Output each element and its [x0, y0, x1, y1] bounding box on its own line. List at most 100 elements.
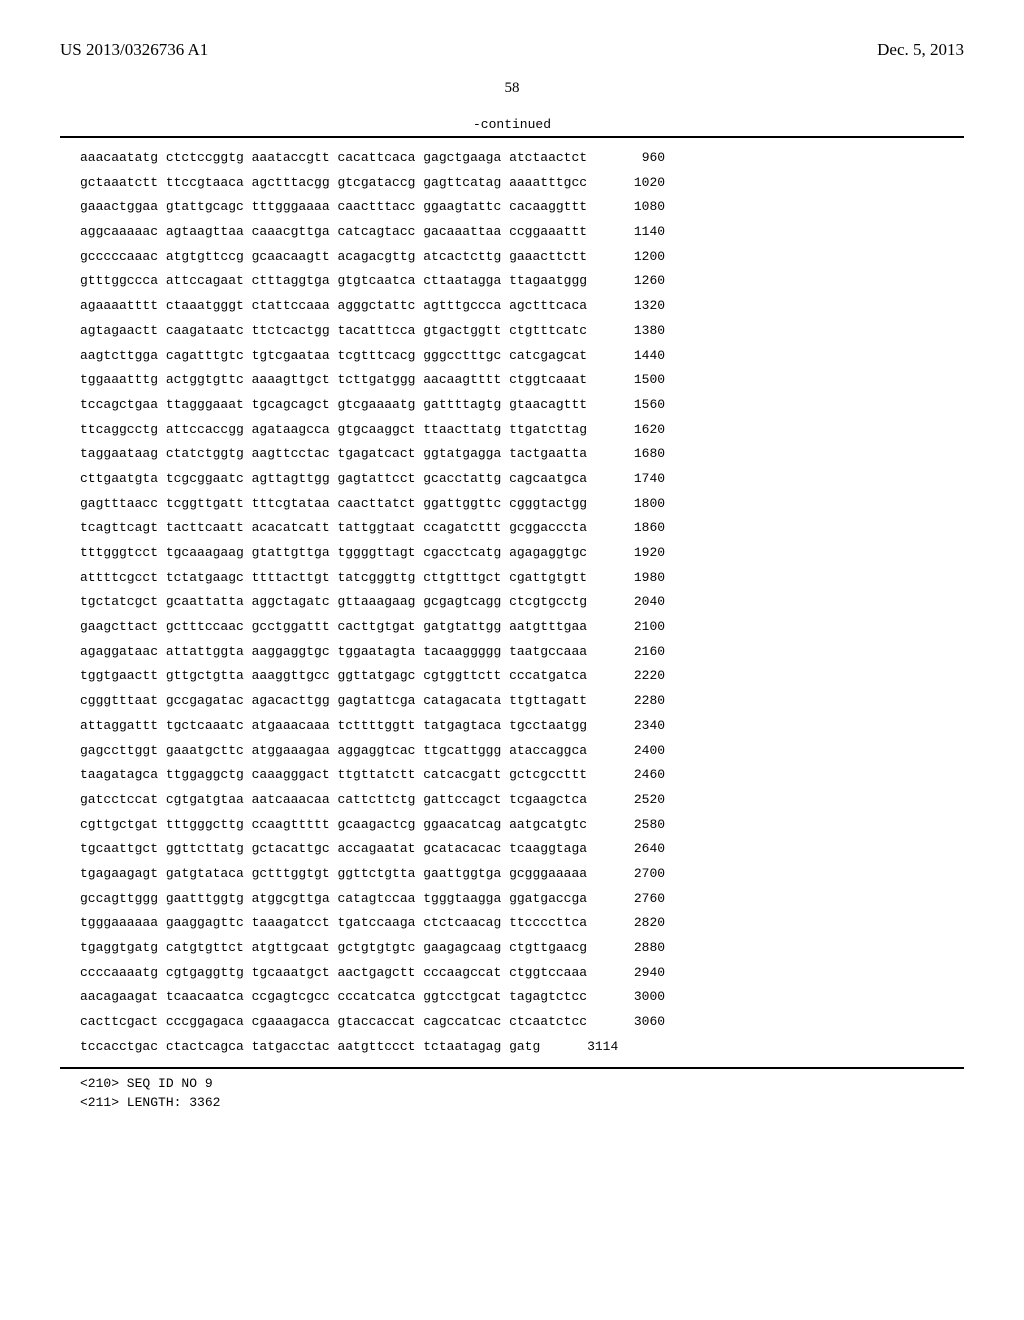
sequence-position: 960: [615, 146, 665, 171]
sequence-row: gccagttggg gaatttggtg atggcgttga catagtc…: [80, 887, 944, 912]
sequence-row: ttcaggcctg attccaccgg agataagcca gtgcaag…: [80, 418, 944, 443]
sequence-text: tgagaagagt gatgtataca gctttggtgt ggttctg…: [80, 862, 587, 887]
sequence-position: 1620: [615, 418, 665, 443]
sequence-text: gatcctccat cgtgatgtaa aatcaaacaa cattctt…: [80, 788, 587, 813]
sequence-position: 2640: [615, 837, 665, 862]
sequence-text: taggaataag ctatctggtg aagttcctac tgagatc…: [80, 442, 587, 467]
seq-meta-line: <211> LENGTH: 3362: [80, 1095, 220, 1110]
sequence-position: 1740: [615, 467, 665, 492]
sequence-text: tcagttcagt tacttcaatt acacatcatt tattggt…: [80, 516, 587, 541]
sequence-row: cttgaatgta tcgcggaatc agttagttgg gagtatt…: [80, 467, 944, 492]
sequence-text: agaggataac attattggta aaggaggtgc tggaata…: [80, 640, 587, 665]
sequence-row: tttgggtcct tgcaaagaag gtattgttga tggggtt…: [80, 541, 944, 566]
sequence-position: 2400: [615, 739, 665, 764]
sequence-row: aggcaaaaac agtaagttaa caaacgttga catcagt…: [80, 220, 944, 245]
sequence-row: taagatagca ttggaggctg caaagggact ttgttat…: [80, 763, 944, 788]
sequence-position: 1560: [615, 393, 665, 418]
sequence-position: 3114: [568, 1035, 618, 1060]
sequence-text: taagatagca ttggaggctg caaagggact ttgttat…: [80, 763, 587, 788]
sequence-text: gcccccaaac atgtgttccg gcaacaagtt acagacg…: [80, 245, 587, 270]
sequence-position: 1080: [615, 195, 665, 220]
sequence-row: aacagaagat tcaacaatca ccgagtcgcc cccatca…: [80, 985, 944, 1010]
sequence-row: aagtcttgga cagatttgtc tgtcgaataa tcgtttc…: [80, 344, 944, 369]
continued-label: -continued: [60, 117, 964, 132]
sequence-position: 3060: [615, 1010, 665, 1035]
sequence-row: tccacctgac ctactcagca tatgacctac aatgttc…: [80, 1035, 944, 1060]
sequence-position: 2700: [615, 862, 665, 887]
sequence-text: aacagaagat tcaacaatca ccgagtcgcc cccatca…: [80, 985, 587, 1010]
sequence-position: 2820: [615, 911, 665, 936]
sequence-position: 1140: [615, 220, 665, 245]
sequence-position: 1860: [615, 516, 665, 541]
page-number: 58: [60, 80, 964, 97]
sequence-row: cgttgctgat tttgggcttg ccaagttttt gcaagac…: [80, 813, 944, 838]
sequence-row: gagccttggt gaaatgcttc atggaaagaa aggaggt…: [80, 739, 944, 764]
sequence-text: gtttggccca attccagaat ctttaggtga gtgtcaa…: [80, 269, 587, 294]
sequence-row: tgggaaaaaa gaaggagttc taaagatcct tgatcca…: [80, 911, 944, 936]
sequence-text: cgttgctgat tttgggcttg ccaagttttt gcaagac…: [80, 813, 587, 838]
sequence-position: 2040: [615, 590, 665, 615]
sequence-rule-bottom: [60, 1067, 964, 1069]
sequence-position: 1200: [615, 245, 665, 270]
sequence-text: tttgggtcct tgcaaagaag gtattgttga tggggtt…: [80, 541, 587, 566]
sequence-position: 2760: [615, 887, 665, 912]
sequence-text: tccacctgac ctactcagca tatgacctac aatgttc…: [80, 1035, 540, 1060]
sequence-position: 1440: [615, 344, 665, 369]
sequence-position: 2340: [615, 714, 665, 739]
sequence-row: tcagttcagt tacttcaatt acacatcatt tattggt…: [80, 516, 944, 541]
sequence-text: gaaactggaa gtattgcagc tttgggaaaa caacttt…: [80, 195, 587, 220]
sequence-position: 2160: [615, 640, 665, 665]
sequence-text: aagtcttgga cagatttgtc tgtcgaataa tcgtttc…: [80, 344, 587, 369]
sequence-position: 3000: [615, 985, 665, 1010]
sequence-position: 1980: [615, 566, 665, 591]
sequence-row: gaaactggaa gtattgcagc tttgggaaaa caacttt…: [80, 195, 944, 220]
sequence-position: 1260: [615, 269, 665, 294]
sequence-text: aaacaatatg ctctccggtg aaataccgtt cacattc…: [80, 146, 587, 171]
sequence-text: gaagcttact gctttccaac gcctggattt cacttgt…: [80, 615, 587, 640]
sequence-row: tgcaattgct ggttcttatg gctacattgc accagaa…: [80, 837, 944, 862]
sequence-text: tggaaatttg actggtgttc aaaagttgct tcttgat…: [80, 368, 587, 393]
sequence-text: cttgaatgta tcgcggaatc agttagttgg gagtatt…: [80, 467, 587, 492]
sequence-position: 1320: [615, 294, 665, 319]
sequence-listing: aaacaatatg ctctccggtg aaataccgtt cacattc…: [80, 146, 944, 1059]
sequence-row: gtttggccca attccagaat ctttaggtga gtgtcaa…: [80, 269, 944, 294]
sequence-text: tccagctgaa ttagggaaat tgcagcagct gtcgaaa…: [80, 393, 587, 418]
sequence-row: attaggattt tgctcaaatc atgaaacaaa tcttttg…: [80, 714, 944, 739]
sequence-text: tggtgaactt gttgctgtta aaaggttgcc ggttatg…: [80, 664, 587, 689]
sequence-text: attttcgcct tctatgaagc ttttacttgt tatcggg…: [80, 566, 587, 591]
sequence-text: tgcaattgct ggttcttatg gctacattgc accagaa…: [80, 837, 587, 862]
sequence-text: aggcaaaaac agtaagttaa caaacgttga catcagt…: [80, 220, 587, 245]
sequence-position: 2940: [615, 961, 665, 986]
sequence-position: 2520: [615, 788, 665, 813]
publication-number: US 2013/0326736 A1: [60, 40, 208, 60]
sequence-row: tggaaatttg actggtgttc aaaagttgct tcttgat…: [80, 368, 944, 393]
sequence-text: ccccaaaatg cgtgaggttg tgcaaatgct aactgag…: [80, 961, 587, 986]
sequence-row: gctaaatctt ttccgtaaca agctttacgg gtcgata…: [80, 171, 944, 196]
sequence-text: gctaaatctt ttccgtaaca agctttacgg gtcgata…: [80, 171, 587, 196]
sequence-position: 2220: [615, 664, 665, 689]
sequence-row: tgagaagagt gatgtataca gctttggtgt ggttctg…: [80, 862, 944, 887]
sequence-rule-top: [60, 136, 964, 138]
sequence-row: agaggataac attattggta aaggaggtgc tggaata…: [80, 640, 944, 665]
sequence-position: 2100: [615, 615, 665, 640]
sequence-position: 1800: [615, 492, 665, 517]
sequence-row: gagtttaacc tcggttgatt tttcgtataa caactta…: [80, 492, 944, 517]
sequence-text: tgctatcgct gcaattatta aggctagatc gttaaag…: [80, 590, 587, 615]
sequence-row: agtagaactt caagataatc ttctcactgg tacattt…: [80, 319, 944, 344]
sequence-text: agaaaatttt ctaaatgggt ctattccaaa agggcta…: [80, 294, 587, 319]
publication-date: Dec. 5, 2013: [877, 40, 964, 60]
sequence-meta: <210> SEQ ID NO 9 <211> LENGTH: 3362: [80, 1075, 944, 1111]
sequence-position: 2580: [615, 813, 665, 838]
sequence-row: gatcctccat cgtgatgtaa aatcaaacaa cattctt…: [80, 788, 944, 813]
sequence-text: attaggattt tgctcaaatc atgaaacaaa tcttttg…: [80, 714, 587, 739]
sequence-text: gagtttaacc tcggttgatt tttcgtataa caactta…: [80, 492, 587, 517]
sequence-text: cacttcgact cccggagaca cgaaagacca gtaccac…: [80, 1010, 587, 1035]
sequence-position: 2460: [615, 763, 665, 788]
sequence-row: cacttcgact cccggagaca cgaaagacca gtaccac…: [80, 1010, 944, 1035]
sequence-text: tgaggtgatg catgtgttct atgttgcaat gctgtgt…: [80, 936, 587, 961]
page-header: US 2013/0326736 A1 Dec. 5, 2013: [60, 40, 964, 60]
sequence-row: aaacaatatg ctctccggtg aaataccgtt cacattc…: [80, 146, 944, 171]
sequence-row: taggaataag ctatctggtg aagttcctac tgagatc…: [80, 442, 944, 467]
sequence-row: tgaggtgatg catgtgttct atgttgcaat gctgtgt…: [80, 936, 944, 961]
sequence-row: tggtgaactt gttgctgtta aaaggttgcc ggttatg…: [80, 664, 944, 689]
